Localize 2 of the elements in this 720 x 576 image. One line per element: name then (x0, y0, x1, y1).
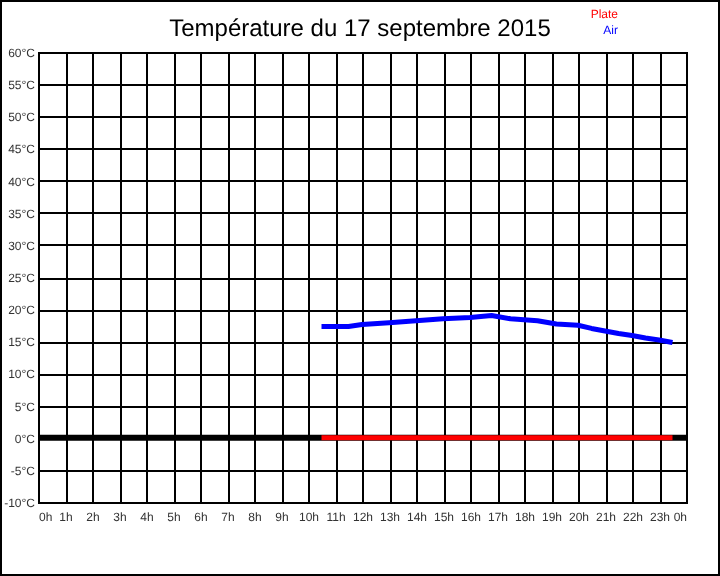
line-series (319, 313, 675, 346)
chart-title: Température du 17 septembre 2015 (169, 14, 551, 42)
